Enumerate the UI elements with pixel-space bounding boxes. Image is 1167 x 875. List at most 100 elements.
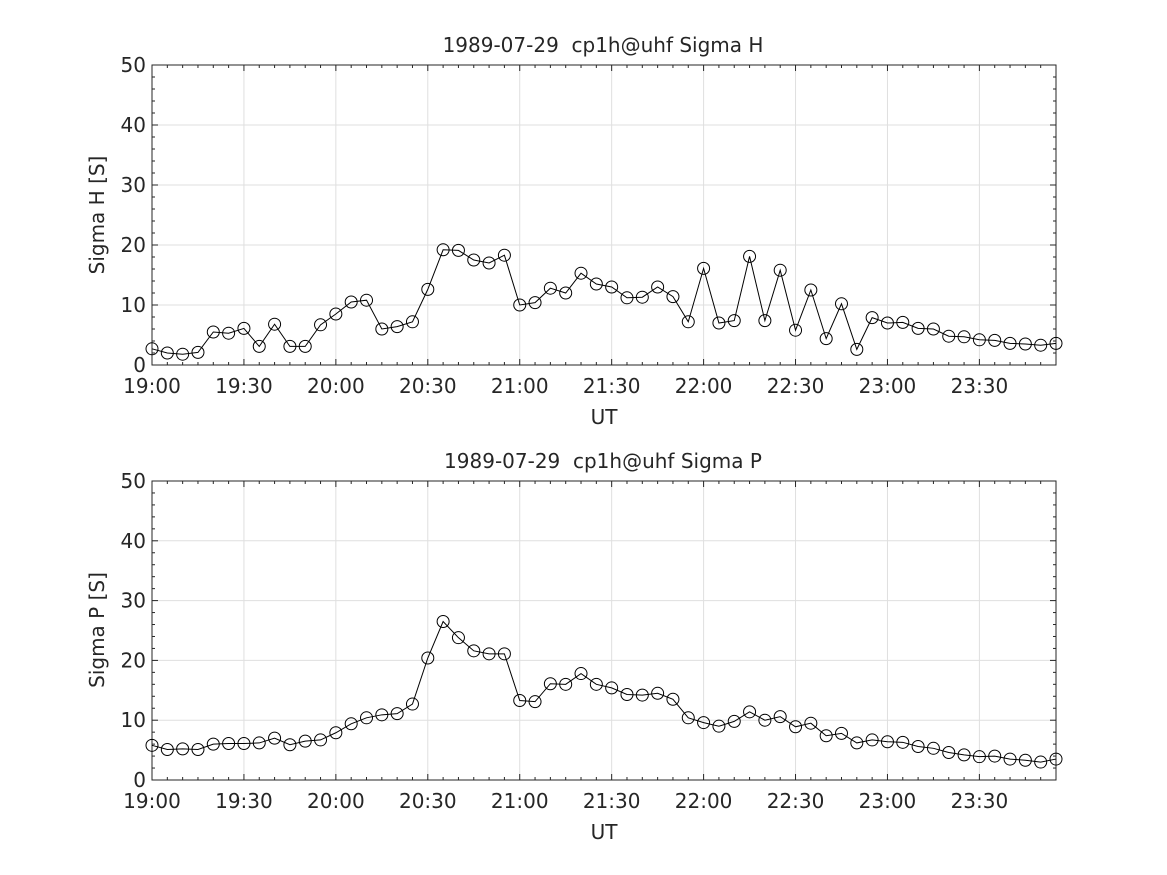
data-point bbox=[421, 282, 435, 296]
data-point bbox=[574, 667, 588, 681]
x-tick-label: 21:00 bbox=[491, 374, 549, 398]
data-point bbox=[283, 339, 297, 353]
data-point bbox=[834, 726, 848, 740]
data-point bbox=[559, 677, 573, 691]
x-tick-label: 23:30 bbox=[951, 374, 1009, 398]
data-point bbox=[697, 261, 711, 275]
x-axis-label-sigma-h: UT bbox=[591, 405, 619, 429]
data-point bbox=[360, 711, 374, 725]
data-point bbox=[926, 322, 940, 336]
y-tick-label: 50 bbox=[121, 469, 146, 493]
y-tick-label: 50 bbox=[121, 53, 146, 77]
data-point bbox=[896, 315, 910, 329]
data-point bbox=[743, 705, 757, 719]
x-tick-label: 20:30 bbox=[399, 374, 457, 398]
x-tick-label: 23:30 bbox=[951, 789, 1009, 813]
data-point bbox=[789, 323, 803, 337]
x-tick-labels-sigma-p: 19:00 19:30 20:00 20:30 21:00 21:30 22:00 22:30… bbox=[123, 789, 1008, 813]
data-point bbox=[789, 720, 803, 734]
data-point bbox=[773, 710, 787, 724]
data-point bbox=[850, 736, 864, 750]
data-point bbox=[543, 677, 557, 691]
x-tick-label: 23:00 bbox=[859, 374, 917, 398]
data-point bbox=[574, 266, 588, 280]
data-point bbox=[222, 737, 236, 751]
y-tick-label: 20 bbox=[121, 233, 146, 257]
y-tick-label: 30 bbox=[121, 589, 146, 613]
data-point bbox=[957, 748, 971, 762]
data-point bbox=[252, 339, 266, 353]
data-point bbox=[773, 263, 787, 277]
data-point bbox=[344, 295, 358, 309]
series-sigma-h bbox=[145, 243, 1063, 361]
data-point bbox=[988, 333, 1002, 347]
data-point bbox=[237, 737, 251, 751]
data-point bbox=[375, 708, 389, 722]
x-tick-label: 19:00 bbox=[123, 374, 181, 398]
data-point bbox=[176, 742, 190, 756]
data-point bbox=[268, 731, 282, 745]
y-tick-label: 0 bbox=[133, 353, 146, 377]
data-point bbox=[1049, 336, 1063, 350]
x-tick-label: 22:00 bbox=[675, 789, 733, 813]
x-tick-label: 19:00 bbox=[123, 789, 181, 813]
y-axis-label-sigma-p: Sigma P [S] bbox=[85, 572, 109, 688]
data-point bbox=[651, 686, 665, 700]
x-tick-label: 21:30 bbox=[583, 374, 641, 398]
data-point bbox=[467, 253, 481, 267]
data-point bbox=[206, 325, 220, 339]
x-tick-label: 21:00 bbox=[491, 789, 549, 813]
data-point bbox=[758, 314, 772, 328]
x-tick-label: 19:30 bbox=[215, 789, 273, 813]
data-point bbox=[819, 332, 833, 346]
data-point bbox=[467, 644, 481, 658]
plot-area-sigma-p bbox=[152, 481, 1056, 780]
data-point bbox=[896, 735, 910, 749]
y-tick-label: 40 bbox=[121, 113, 146, 137]
data-point bbox=[528, 296, 542, 310]
data-point bbox=[360, 293, 374, 307]
data-point bbox=[651, 280, 665, 294]
data-point bbox=[298, 339, 312, 353]
data-point bbox=[712, 316, 726, 330]
grid-sigma-p bbox=[151, 480, 1056, 781]
x-tick-label: 23:00 bbox=[859, 789, 917, 813]
data-point bbox=[298, 734, 312, 748]
data-point bbox=[390, 707, 404, 721]
data-point bbox=[819, 729, 833, 743]
data-point bbox=[727, 714, 741, 728]
y-tick-label: 0 bbox=[133, 768, 146, 792]
data-point bbox=[513, 693, 527, 707]
data-point bbox=[191, 345, 205, 359]
data-point bbox=[314, 733, 328, 747]
data-point bbox=[283, 738, 297, 752]
data-point bbox=[329, 307, 343, 321]
data-point bbox=[482, 647, 496, 661]
y-tick-labels-sigma-h: 0 10 20 30 40 50 bbox=[121, 53, 146, 377]
data-point bbox=[237, 321, 251, 335]
data-point bbox=[620, 291, 634, 305]
data-point bbox=[743, 249, 757, 263]
x-tick-labels-sigma-h: 19:00 19:30 20:00 20:30 21:00 21:30 22:00 22:30… bbox=[123, 374, 1008, 398]
data-point bbox=[972, 333, 986, 347]
data-point bbox=[988, 749, 1002, 763]
data-point bbox=[160, 346, 174, 360]
data-point bbox=[880, 316, 894, 330]
data-point bbox=[176, 347, 190, 361]
series-line-sigma-p bbox=[151, 620, 1057, 763]
data-point bbox=[712, 719, 726, 733]
data-point bbox=[191, 743, 205, 756]
data-point bbox=[865, 733, 879, 747]
y-tick-label: 40 bbox=[121, 529, 146, 553]
data-point bbox=[344, 717, 358, 731]
x-tick-label: 20:00 bbox=[307, 789, 365, 813]
data-point bbox=[880, 735, 894, 749]
data-point bbox=[589, 677, 603, 691]
data-point bbox=[1034, 338, 1048, 352]
y-tick-labels-sigma-p: 0 10 20 30 40 50 bbox=[121, 469, 146, 792]
data-point bbox=[528, 695, 542, 709]
data-point bbox=[543, 281, 557, 295]
data-point bbox=[436, 243, 450, 257]
data-point bbox=[758, 713, 772, 727]
